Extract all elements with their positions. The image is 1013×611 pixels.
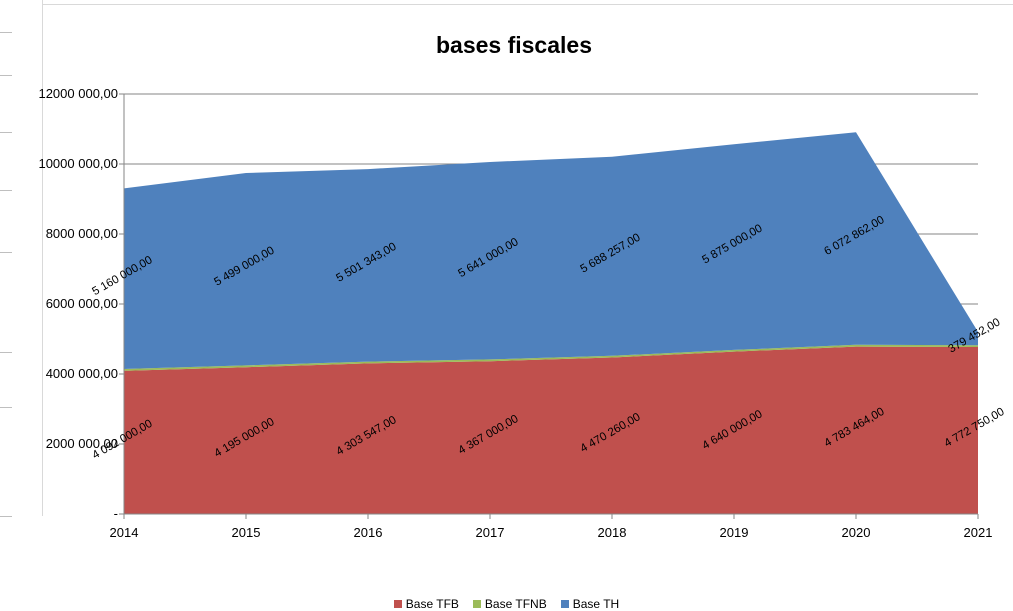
area-base-th	[124, 132, 978, 369]
left-edge-tick	[0, 75, 12, 76]
legend-swatch	[472, 600, 481, 608]
area-base-tfnb	[124, 344, 978, 371]
x-tick-label: 2018	[598, 525, 627, 540]
left-border-line	[42, 0, 43, 516]
chart-title: bases fiscales	[436, 32, 592, 58]
x-tick-label: 2014	[110, 525, 139, 540]
left-edge-tick	[0, 352, 12, 353]
left-edge-tick	[0, 516, 12, 517]
legend-item: Base TFB	[393, 597, 459, 611]
legend-label: Base TFNB	[484, 597, 547, 611]
x-tick-label: 2016	[354, 525, 383, 540]
top-border-line	[42, 4, 1013, 5]
x-tick-label: 2017	[476, 525, 505, 540]
left-edge-tick	[0, 252, 12, 253]
x-tick-label: 2021	[964, 525, 993, 540]
area-base-tfb	[124, 346, 978, 514]
legend-item: Base TFNB	[472, 597, 547, 611]
y-tick-label: 2000 000,00	[46, 436, 118, 451]
chart-legend: Base TFB Base TFNB Base TH	[0, 597, 1013, 611]
y-tick-label: 12000 000,00	[38, 86, 118, 101]
y-tick-label: 8000 000,00	[46, 226, 118, 241]
y-tick-label: 6000 000,00	[46, 296, 118, 311]
y-tick-label: -	[114, 506, 118, 521]
legend-label: Base TH	[572, 597, 620, 611]
left-edge-tick	[0, 190, 12, 191]
legend-item: Base TH	[560, 597, 620, 611]
y-tick-label: 4000 000,00	[46, 366, 118, 381]
legend-label: Base TFB	[405, 597, 459, 611]
x-tick-label: 2015	[232, 525, 261, 540]
area-series	[124, 132, 978, 514]
left-edge-tick	[0, 407, 12, 408]
y-tick-label: 10000 000,00	[38, 156, 118, 171]
x-tick-label: 2019	[720, 525, 749, 540]
left-edge-tick	[0, 32, 12, 33]
legend-swatch	[393, 600, 402, 608]
x-tick-label: 2020	[842, 525, 871, 540]
left-edge-tick	[0, 132, 12, 133]
axes: - 2000 000,00 4000 000,00 6000 000,00 8000 0…	[38, 86, 992, 540]
legend-swatch	[560, 600, 569, 608]
